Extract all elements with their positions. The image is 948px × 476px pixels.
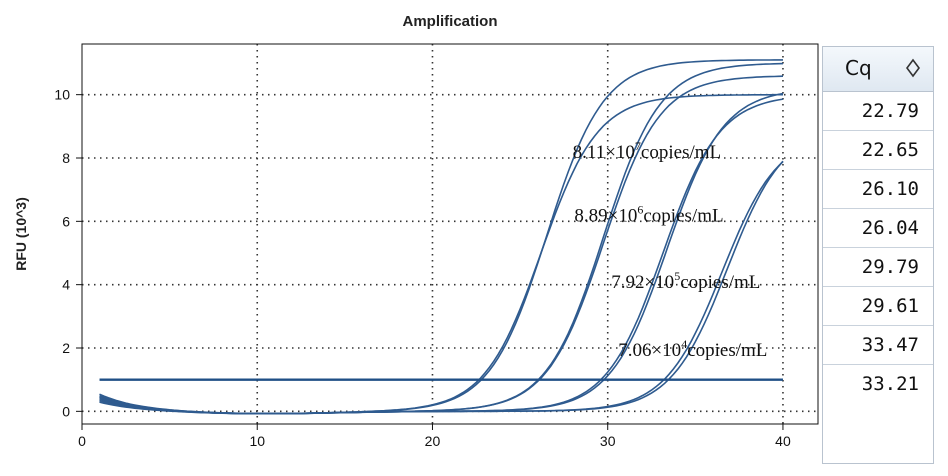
y-tick-label: 2 <box>62 340 70 356</box>
cq-value: 22.65 <box>861 139 919 161</box>
cq-value: 29.79 <box>861 256 919 278</box>
concentration-label: 7.06×104copies/mL <box>618 337 767 361</box>
cq-value: 33.21 <box>861 373 919 395</box>
cq-column-header[interactable]: Cq <box>823 47 933 92</box>
x-tick-label: 30 <box>600 433 616 449</box>
cq-row[interactable]: 33.47 <box>823 326 933 365</box>
y-tick-label: 6 <box>62 213 70 229</box>
chart-title: Amplification <box>402 13 497 30</box>
cq-table: Cq 22.79 22.65 26.10 26.04 29.79 29.61 3… <box>822 46 934 464</box>
y-tick-label: 0 <box>62 403 70 419</box>
cq-value: 29.61 <box>861 295 919 317</box>
cq-row[interactable]: 22.65 <box>823 131 933 170</box>
x-tick-label: 20 <box>425 433 441 449</box>
y-tick-label: 8 <box>62 150 70 166</box>
cq-header-label: Cq <box>845 56 872 80</box>
cq-row[interactable]: 26.04 <box>823 209 933 248</box>
cq-row[interactable]: 29.79 <box>823 248 933 287</box>
grid <box>82 44 818 424</box>
y-axis-label: RFU (10^3) <box>13 197 29 271</box>
cq-row[interactable]: 29.61 <box>823 287 933 326</box>
concentration-label: 8.11×107copies/mL <box>573 139 721 163</box>
amplification-curve <box>99 75 784 415</box>
cq-value: 33.47 <box>861 334 919 356</box>
concentration-labels: 8.11×107copies/mL 8.89×106copies/mL 7.92×1… <box>573 139 768 361</box>
concentration-label: 7.92×105copies/mL <box>611 269 760 293</box>
x-tick-label: 10 <box>249 433 265 449</box>
cq-value: 22.79 <box>861 100 919 122</box>
x-tick-label: 0 <box>78 433 86 449</box>
cq-value: 26.10 <box>861 178 919 200</box>
cq-row[interactable]: 22.79 <box>823 92 933 131</box>
amplification-curve <box>99 161 784 415</box>
x-tick-label: 40 <box>775 433 791 449</box>
y-tick-label: 4 <box>62 277 70 293</box>
cq-row[interactable]: 33.21 <box>823 365 933 403</box>
y-tick-label: 10 <box>54 87 70 103</box>
plot-frame <box>81 43 819 425</box>
axis-ticks: 0 10 20 30 40 0 2 4 6 8 10 <box>54 87 791 449</box>
amplification-curve <box>99 62 784 415</box>
concentration-label: 8.89×106copies/mL <box>574 202 723 226</box>
cq-value: 26.04 <box>861 217 919 239</box>
cq-row[interactable]: 26.10 <box>823 170 933 209</box>
sort-diamond-icon[interactable] <box>905 58 921 78</box>
